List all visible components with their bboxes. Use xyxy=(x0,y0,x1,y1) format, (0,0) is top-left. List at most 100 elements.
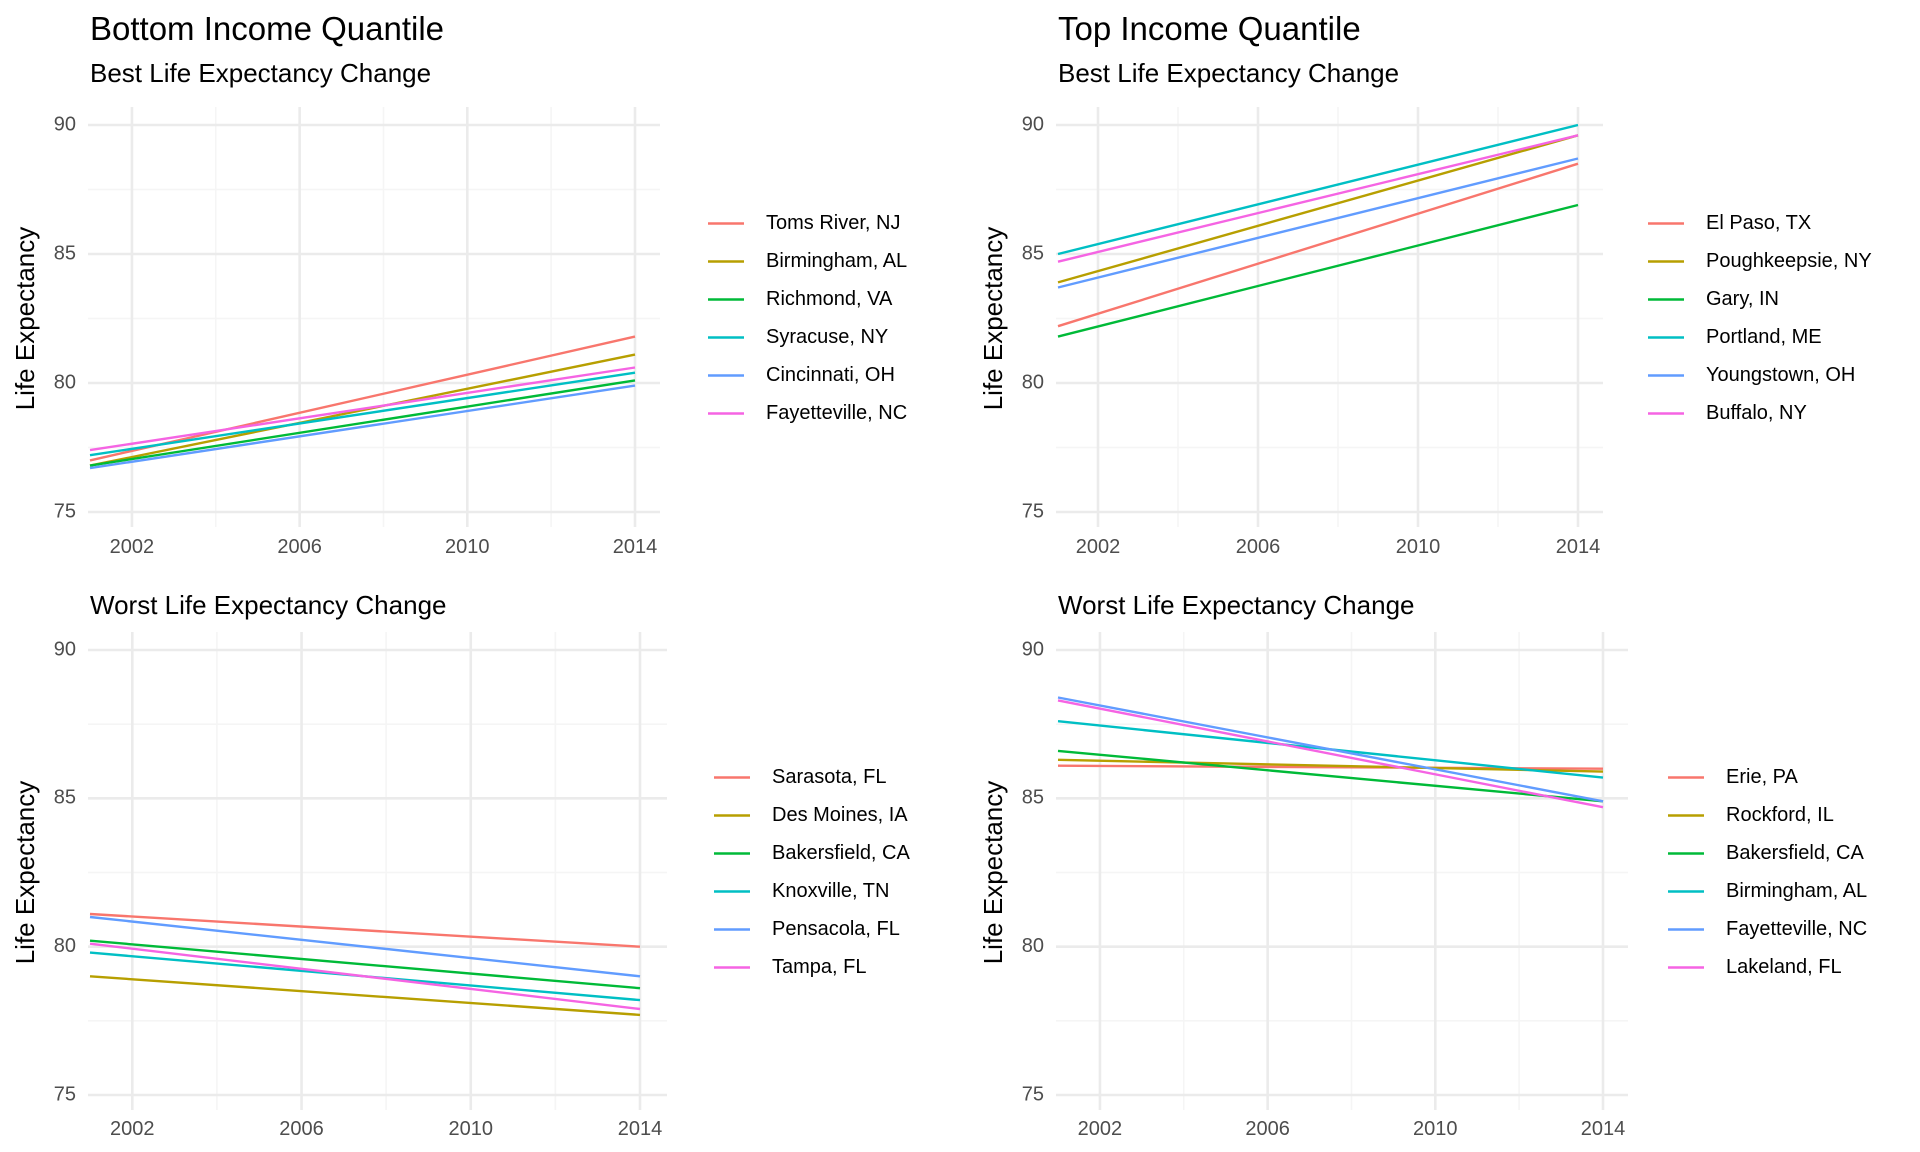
series-line xyxy=(1057,157,1579,289)
x-tick-label: 2014 xyxy=(1556,536,1601,558)
legend-label: Syracuse, NY xyxy=(766,326,888,348)
legend-label: Buffalo, NY xyxy=(1706,402,1807,424)
legend-label: Youngstown, OH xyxy=(1706,364,1855,386)
y-tick-label: 75 xyxy=(54,1083,76,1105)
legend: El Paso, TX Poughkeepsie, NY Gary, IN Portl… xyxy=(1648,212,1872,424)
legend-label: Birmingham, AL xyxy=(766,250,907,272)
x-tick-label: 2010 xyxy=(449,1118,494,1140)
legend-label: Des Moines, IA xyxy=(772,804,908,826)
y-tick-label: 85 xyxy=(54,242,76,264)
top-best-panel: Best Life Expectancy Change 75 80 85 90 2002 2… xyxy=(978,58,1872,558)
series-line xyxy=(89,335,636,462)
x-tick-label: 2010 xyxy=(1396,536,1441,558)
x-tick-label: 2006 xyxy=(1245,1118,1290,1140)
bottom-worst-panel: Worst Life Expectancy Change 75 80 85 90 2002… xyxy=(10,590,911,1140)
series-line xyxy=(1057,696,1604,803)
series-line xyxy=(89,942,641,1011)
panel-subtitle: Worst Life Expectancy Change xyxy=(1058,590,1414,620)
legend-label: Erie, PA xyxy=(1726,766,1799,788)
legend-label: Cincinnati, OH xyxy=(766,364,895,386)
x-tick-label: 2002 xyxy=(110,1118,155,1140)
x-tick-label: 2014 xyxy=(1581,1118,1626,1140)
x-tick-label: 2014 xyxy=(618,1118,663,1140)
y-tick-label: 80 xyxy=(54,935,76,957)
y-tick-label: 80 xyxy=(54,371,76,393)
series-line xyxy=(1057,699,1604,809)
legend-label: Fayetteville, NC xyxy=(1726,918,1867,940)
legend-label: El Paso, TX xyxy=(1706,212,1811,234)
series-line xyxy=(1057,134,1579,263)
grid xyxy=(1056,107,1603,527)
legend: Erie, PA Rockford, IL Bakersfield, CA Birmi… xyxy=(1668,766,1867,978)
y-tick-label: 90 xyxy=(1022,113,1044,135)
x-tick-label: 2006 xyxy=(277,536,322,558)
series-lines xyxy=(89,912,641,1017)
y-axis-label: Life Expectancy xyxy=(978,227,1008,411)
legend-label: Knoxville, TN xyxy=(772,880,889,902)
y-tick-label: 90 xyxy=(54,638,76,660)
bottom-quantile-title: Bottom Income Quantile xyxy=(90,10,445,47)
y-tick-label: 85 xyxy=(1022,242,1044,264)
legend-label: Portland, ME xyxy=(1706,326,1822,348)
legend-label: Gary, IN xyxy=(1706,288,1779,310)
series-line xyxy=(89,915,641,978)
series-line xyxy=(89,371,636,457)
panel-subtitle: Worst Life Expectancy Change xyxy=(90,590,446,620)
series-lines xyxy=(89,335,636,470)
series-line xyxy=(1057,123,1579,256)
y-tick-label: 75 xyxy=(1022,1083,1044,1105)
top-quantile-title: Top Income Quantile xyxy=(1058,10,1361,47)
series-line xyxy=(89,379,636,467)
x-tick-label: 2014 xyxy=(613,536,658,558)
legend-label: Birmingham, AL xyxy=(1726,880,1867,902)
y-tick-label: 85 xyxy=(54,787,76,809)
y-tick-label: 80 xyxy=(1022,371,1044,393)
legend-label: Richmond, VA xyxy=(766,288,893,310)
legend-label: Toms River, NJ xyxy=(766,212,900,234)
series-line xyxy=(89,912,641,948)
series-line xyxy=(89,939,641,990)
x-tick-label: 2002 xyxy=(1076,536,1121,558)
series-line xyxy=(1057,749,1604,803)
legend-label: Bakersfield, CA xyxy=(772,842,910,864)
legend-label: Tampa, FL xyxy=(772,956,866,978)
series-line xyxy=(89,366,636,452)
legend-label: Bakersfield, CA xyxy=(1726,842,1864,864)
series-line xyxy=(1057,162,1579,328)
x-tick-label: 2010 xyxy=(445,536,490,558)
legend-label: Pensacola, FL xyxy=(772,918,900,940)
series-line xyxy=(89,975,641,1017)
legend-label: Rockford, IL xyxy=(1726,804,1834,826)
series-line xyxy=(1057,134,1579,284)
x-tick-label: 2010 xyxy=(1413,1118,1458,1140)
grid xyxy=(88,107,660,527)
legend-label: Fayetteville, NC xyxy=(766,402,907,424)
grid xyxy=(88,632,667,1110)
series-lines xyxy=(1057,696,1604,809)
series-lines xyxy=(1057,123,1579,338)
series-line xyxy=(1057,758,1604,773)
panel-subtitle: Best Life Expectancy Change xyxy=(1058,58,1399,88)
legend-label: Lakeland, FL xyxy=(1726,956,1842,978)
panel-subtitle: Best Life Expectancy Change xyxy=(90,58,431,88)
legend: Toms River, NJ Birmingham, AL Richmond, VA… xyxy=(708,212,907,424)
legend-label: Sarasota, FL xyxy=(772,766,887,788)
y-tick-label: 85 xyxy=(1022,787,1044,809)
y-axis-label: Life Expectancy xyxy=(10,227,40,411)
legend-label: Poughkeepsie, NY xyxy=(1706,250,1872,272)
y-tick-label: 75 xyxy=(54,500,76,522)
series-line xyxy=(89,384,636,470)
x-tick-label: 2002 xyxy=(1078,1118,1123,1140)
series-line xyxy=(89,353,636,467)
y-axis-label: Life Expectancy xyxy=(10,781,40,965)
y-tick-label: 90 xyxy=(1022,638,1044,660)
y-axis-label: Life Expectancy xyxy=(978,781,1008,965)
y-tick-label: 75 xyxy=(1022,500,1044,522)
x-tick-label: 2002 xyxy=(110,536,155,558)
y-tick-label: 80 xyxy=(1022,935,1044,957)
grid xyxy=(1056,632,1628,1110)
bottom-best-panel: Best Life Expectancy Change 75 80 85 90 2002 2… xyxy=(10,58,907,558)
x-tick-label: 2006 xyxy=(279,1118,324,1140)
top-worst-panel: Worst Life Expectancy Change 75 80 85 90 2002… xyxy=(978,590,1867,1140)
